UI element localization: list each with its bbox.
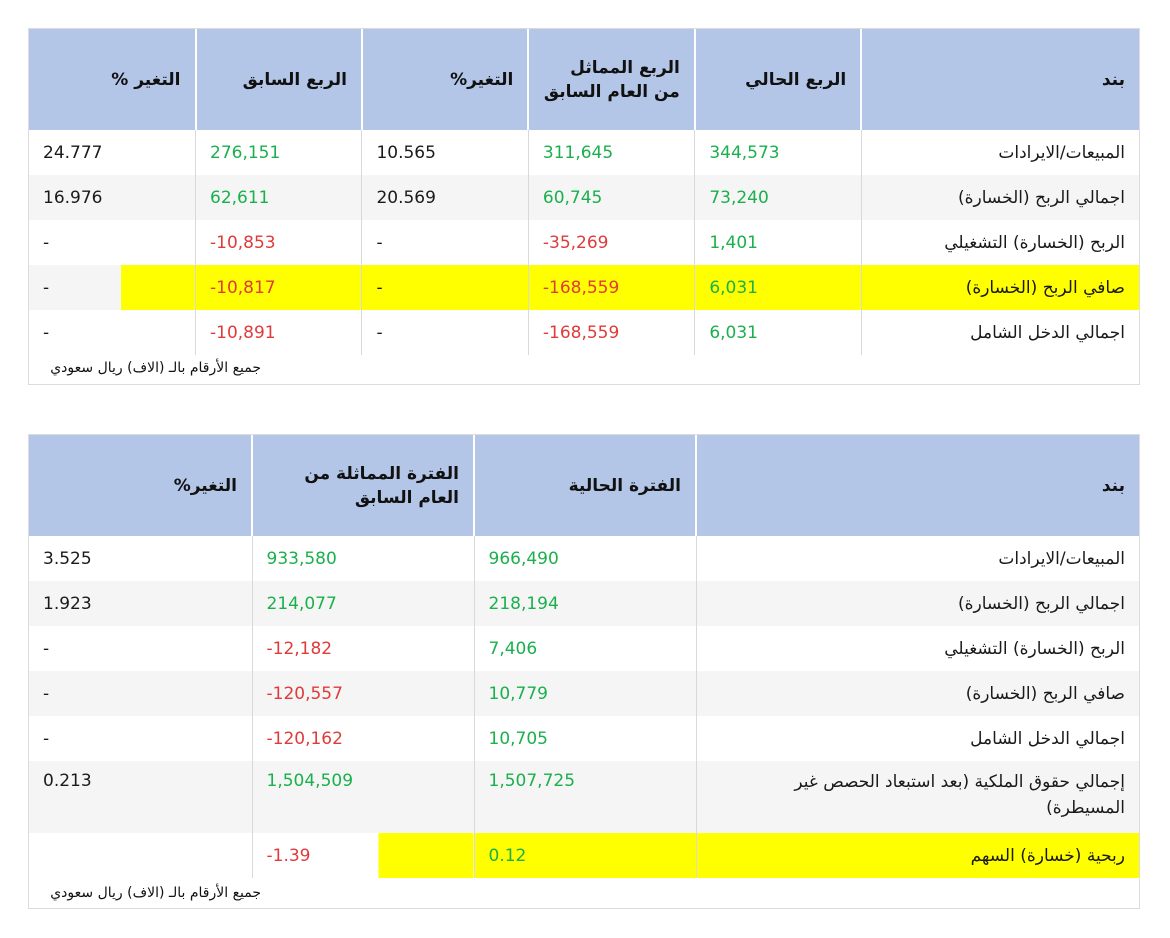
same-period-value: 933,580 (251, 536, 474, 581)
same-period-value: 12,182- (251, 626, 474, 671)
same-period-value: 120,162- (251, 716, 474, 761)
previous-value: 276,151 (194, 130, 362, 175)
header-change-percent-2: التغير % (29, 29, 196, 130)
change-value-2: - (43, 232, 50, 253)
change-value-2: 16.976 (29, 175, 196, 220)
change-value: 10.565 (361, 130, 529, 175)
row-label: الربح (الخسارة) التشغيلي (860, 220, 1139, 265)
row-label: ربحية (خسارة) السهم (695, 833, 1139, 878)
current-value: 218,194 (473, 581, 696, 626)
row-label: صافي الربح (الخسارة) (860, 265, 1139, 310)
header-same-period-last-year: الفترة المماثلة من العام السابق (251, 435, 474, 536)
same-period-value: 120,557- (251, 671, 474, 716)
currency-note: جميع الأرقام بالـ (الاف) ريال سعودي (50, 885, 261, 901)
header-same-quarter-last-year: الربع المماثل من العام السابق (527, 29, 695, 130)
header-change-percent: التغير% (360, 29, 529, 130)
change-value: - (43, 728, 50, 749)
table-row-highlighted: ربحية (خسارة) السهم 0.12 1.39- (29, 833, 1139, 878)
previous-value: 10,891- (194, 310, 362, 355)
change-value: - (361, 220, 529, 265)
current-value: 73,240 (694, 175, 862, 220)
change-value: - (361, 310, 529, 355)
table-row: المبيعات/الايرادات 344,573 311,645 10.56… (29, 130, 1139, 175)
current-value: 0.12 (473, 833, 696, 878)
current-value: 1,401 (694, 220, 862, 265)
current-value: 6,031 (694, 265, 862, 310)
same-period-value: 168,559- (527, 310, 695, 355)
same-period-value: 311,645 (527, 130, 695, 175)
same-period-value: 168,559- (527, 265, 695, 310)
row-label: صافي الربح (الخسارة) (695, 671, 1139, 716)
table-header-row: بند الفترة الحالية الفترة المماثلة من ال… (29, 435, 1139, 536)
table-row: الربح (الخسارة) التشغيلي 1,401 35,269- -… (29, 220, 1139, 265)
row-label: المبيعات/الايرادات (695, 536, 1139, 581)
row-label: اجمالي الربح (الخسارة) (860, 175, 1139, 220)
period-results-panel: بند الفترة الحالية الفترة المماثلة من ال… (28, 434, 1140, 909)
row-label: الربح (الخسارة) التشغيلي (695, 626, 1139, 671)
current-value: 344,573 (694, 130, 862, 175)
current-value: 6,031 (694, 310, 862, 355)
change-value-2: - (43, 322, 50, 343)
change-value: - (361, 265, 529, 310)
current-value: 1,507,725 (473, 761, 696, 833)
header-change-percent: التغير% (29, 435, 252, 536)
header-previous-quarter: الربع السابق (194, 29, 362, 130)
change-value: 20.569 (361, 175, 529, 220)
previous-value: 10,853- (194, 220, 362, 265)
same-period-value: 1.39- (251, 833, 474, 878)
header-current-period: الفترة الحالية (473, 435, 696, 536)
table-row: المبيعات/الايرادات 966,490 933,580 3.525 (29, 536, 1139, 581)
header-item: بند (695, 435, 1139, 536)
header-current-quarter: الربع الحالي (693, 29, 862, 130)
table-row-highlighted: صافي الربح (الخسارة) 6,031 168,559- - 10… (29, 265, 1139, 310)
row-label: اجمالي الدخل الشامل (860, 310, 1139, 355)
table-row: صافي الربح (الخسارة) 10,779 120,557- - (29, 671, 1139, 716)
current-value: 966,490 (473, 536, 696, 581)
quarterly-results-table: بند الربع الحالي الربع المماثل من العام … (29, 29, 1139, 355)
period-results-table: بند الفترة الحالية الفترة المماثلة من ال… (29, 435, 1139, 878)
table-row: اجمالي الدخل الشامل 6,031 168,559- - 10,… (29, 310, 1139, 355)
table-header-row: بند الربع الحالي الربع المماثل من العام … (29, 29, 1139, 130)
change-value-2: - (29, 265, 196, 310)
header-item: بند (860, 29, 1139, 130)
table-row: إجمالي حقوق الملكية (بعد استبعاد الحصص غ… (29, 761, 1139, 833)
table-row: اجمالي الدخل الشامل 10,705 120,162- - (29, 716, 1139, 761)
same-period-value: 35,269- (527, 220, 695, 265)
same-period-value: 214,077 (251, 581, 474, 626)
table-row: الربح (الخسارة) التشغيلي 7,406 12,182- - (29, 626, 1139, 671)
current-value: 7,406 (473, 626, 696, 671)
change-value-2: 24.777 (43, 142, 103, 163)
table-row: اجمالي الربح (الخسارة) 73,240 60,745 20.… (29, 175, 1139, 220)
same-period-value: 60,745 (527, 175, 695, 220)
change-value: 3.525 (43, 548, 92, 569)
previous-value: 10,817- (194, 265, 362, 310)
row-label: المبيعات/الايرادات (860, 130, 1139, 175)
same-period-value: 1,504,509 (251, 761, 474, 833)
current-value: 10,705 (473, 716, 696, 761)
table-row: اجمالي الربح (الخسارة) 218,194 214,077 1… (29, 581, 1139, 626)
row-label: اجمالي الدخل الشامل (695, 716, 1139, 761)
row-label: إجمالي حقوق الملكية (بعد استبعاد الحصص غ… (695, 761, 1139, 833)
change-value: 0.213 (29, 761, 252, 833)
change-value: - (29, 671, 252, 716)
change-value: 1.923 (29, 581, 252, 626)
row-label: اجمالي الربح (الخسارة) (695, 581, 1139, 626)
current-value: 10,779 (473, 671, 696, 716)
quarterly-results-panel: بند الربع الحالي الربع المماثل من العام … (28, 28, 1140, 385)
change-value: - (43, 638, 50, 659)
currency-note: جميع الأرقام بالـ (الاف) ريال سعودي (50, 360, 261, 376)
previous-value: 62,611 (194, 175, 362, 220)
change-value (29, 833, 252, 878)
